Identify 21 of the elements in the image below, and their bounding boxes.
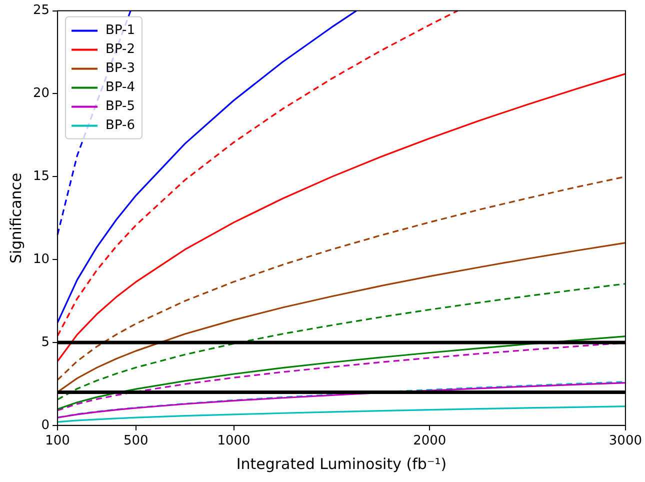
legend-label: BP-4	[106, 80, 135, 96]
legend-label: BP-3	[106, 61, 135, 76]
legend-label: BP-6	[106, 118, 135, 134]
y-tick-label: 5	[41, 334, 50, 350]
legend-label: BP-1	[106, 23, 135, 38]
line-series	[56, 10, 458, 337]
legend-label: BP-5	[106, 99, 135, 114]
x-axis-title: Integrated Luminosity (fb⁻¹)	[236, 454, 447, 473]
x-tick-label: 100	[45, 434, 70, 449]
x-tick-label: 1000	[217, 434, 250, 449]
y-tick-label: 10	[32, 252, 50, 267]
y-tick-label: 0	[41, 418, 50, 433]
x-tick-label: 2000	[413, 434, 446, 449]
y-tick-label: 15	[32, 169, 50, 184]
legend-label: BP-2	[106, 42, 135, 58]
y-tick-label: 25	[32, 3, 50, 18]
y-axis-title: Significance	[6, 172, 25, 264]
line-series	[56, 282, 626, 400]
x-tick-label: 3000	[608, 434, 642, 449]
y-tick-label: 20	[32, 86, 50, 102]
x-tick-label: 500	[123, 434, 148, 449]
